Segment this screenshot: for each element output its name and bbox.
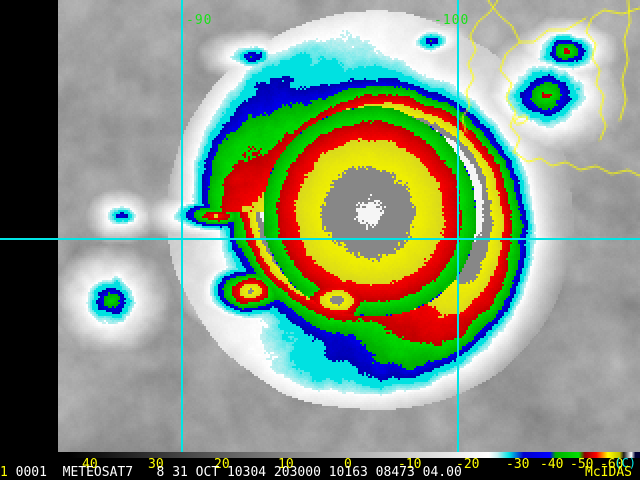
- colorbar-tick-7: -30: [506, 457, 530, 472]
- grid-label-longitude-2: -100: [434, 13, 470, 28]
- product-info-line: 1 0001 METEOSAT7 8 31 OCT 10304 203000 1…: [0, 465, 640, 480]
- colorbar-unit-label: (C): [614, 456, 636, 470]
- color-bar: [58, 452, 640, 458]
- colorbar-tick-2: 20: [214, 457, 230, 472]
- colorbar-tick-8: -40: [540, 457, 564, 472]
- colorbar-tick-3: 10: [278, 457, 294, 472]
- satellite-image-canvas: [58, 0, 640, 452]
- colorbar-tick-10: -60: [600, 457, 624, 472]
- colorbar-tick-5: -10: [398, 457, 422, 472]
- colorbar-tick-4: 0: [344, 457, 352, 472]
- annotation-strip: 40 30 20 10 0 -10 -20 -30 -40 -50 -60 (C…: [0, 452, 640, 480]
- grid-label-longitude-1: -90: [186, 13, 213, 28]
- gridline-vertical-1: [181, 0, 183, 452]
- frame-left-margin: [0, 0, 58, 452]
- colorbar-tick-9: -50: [570, 457, 594, 472]
- info-line-details: 0001 METEOSAT7 8 31 OCT 10304 203000 101…: [7, 465, 462, 480]
- color-bar-canvas: [58, 452, 640, 458]
- software-label: McIDAS: [585, 465, 632, 480]
- info-line-frame-number: 1: [0, 465, 8, 480]
- satellite-image-area: [58, 0, 640, 452]
- gridline-horizontal-1: [0, 238, 640, 240]
- colorbar-tick-0: 40: [82, 457, 98, 472]
- colorbar-tick-1: 30: [148, 457, 164, 472]
- colorbar-tick-6: -20: [456, 457, 480, 472]
- gridline-vertical-2: [457, 0, 459, 452]
